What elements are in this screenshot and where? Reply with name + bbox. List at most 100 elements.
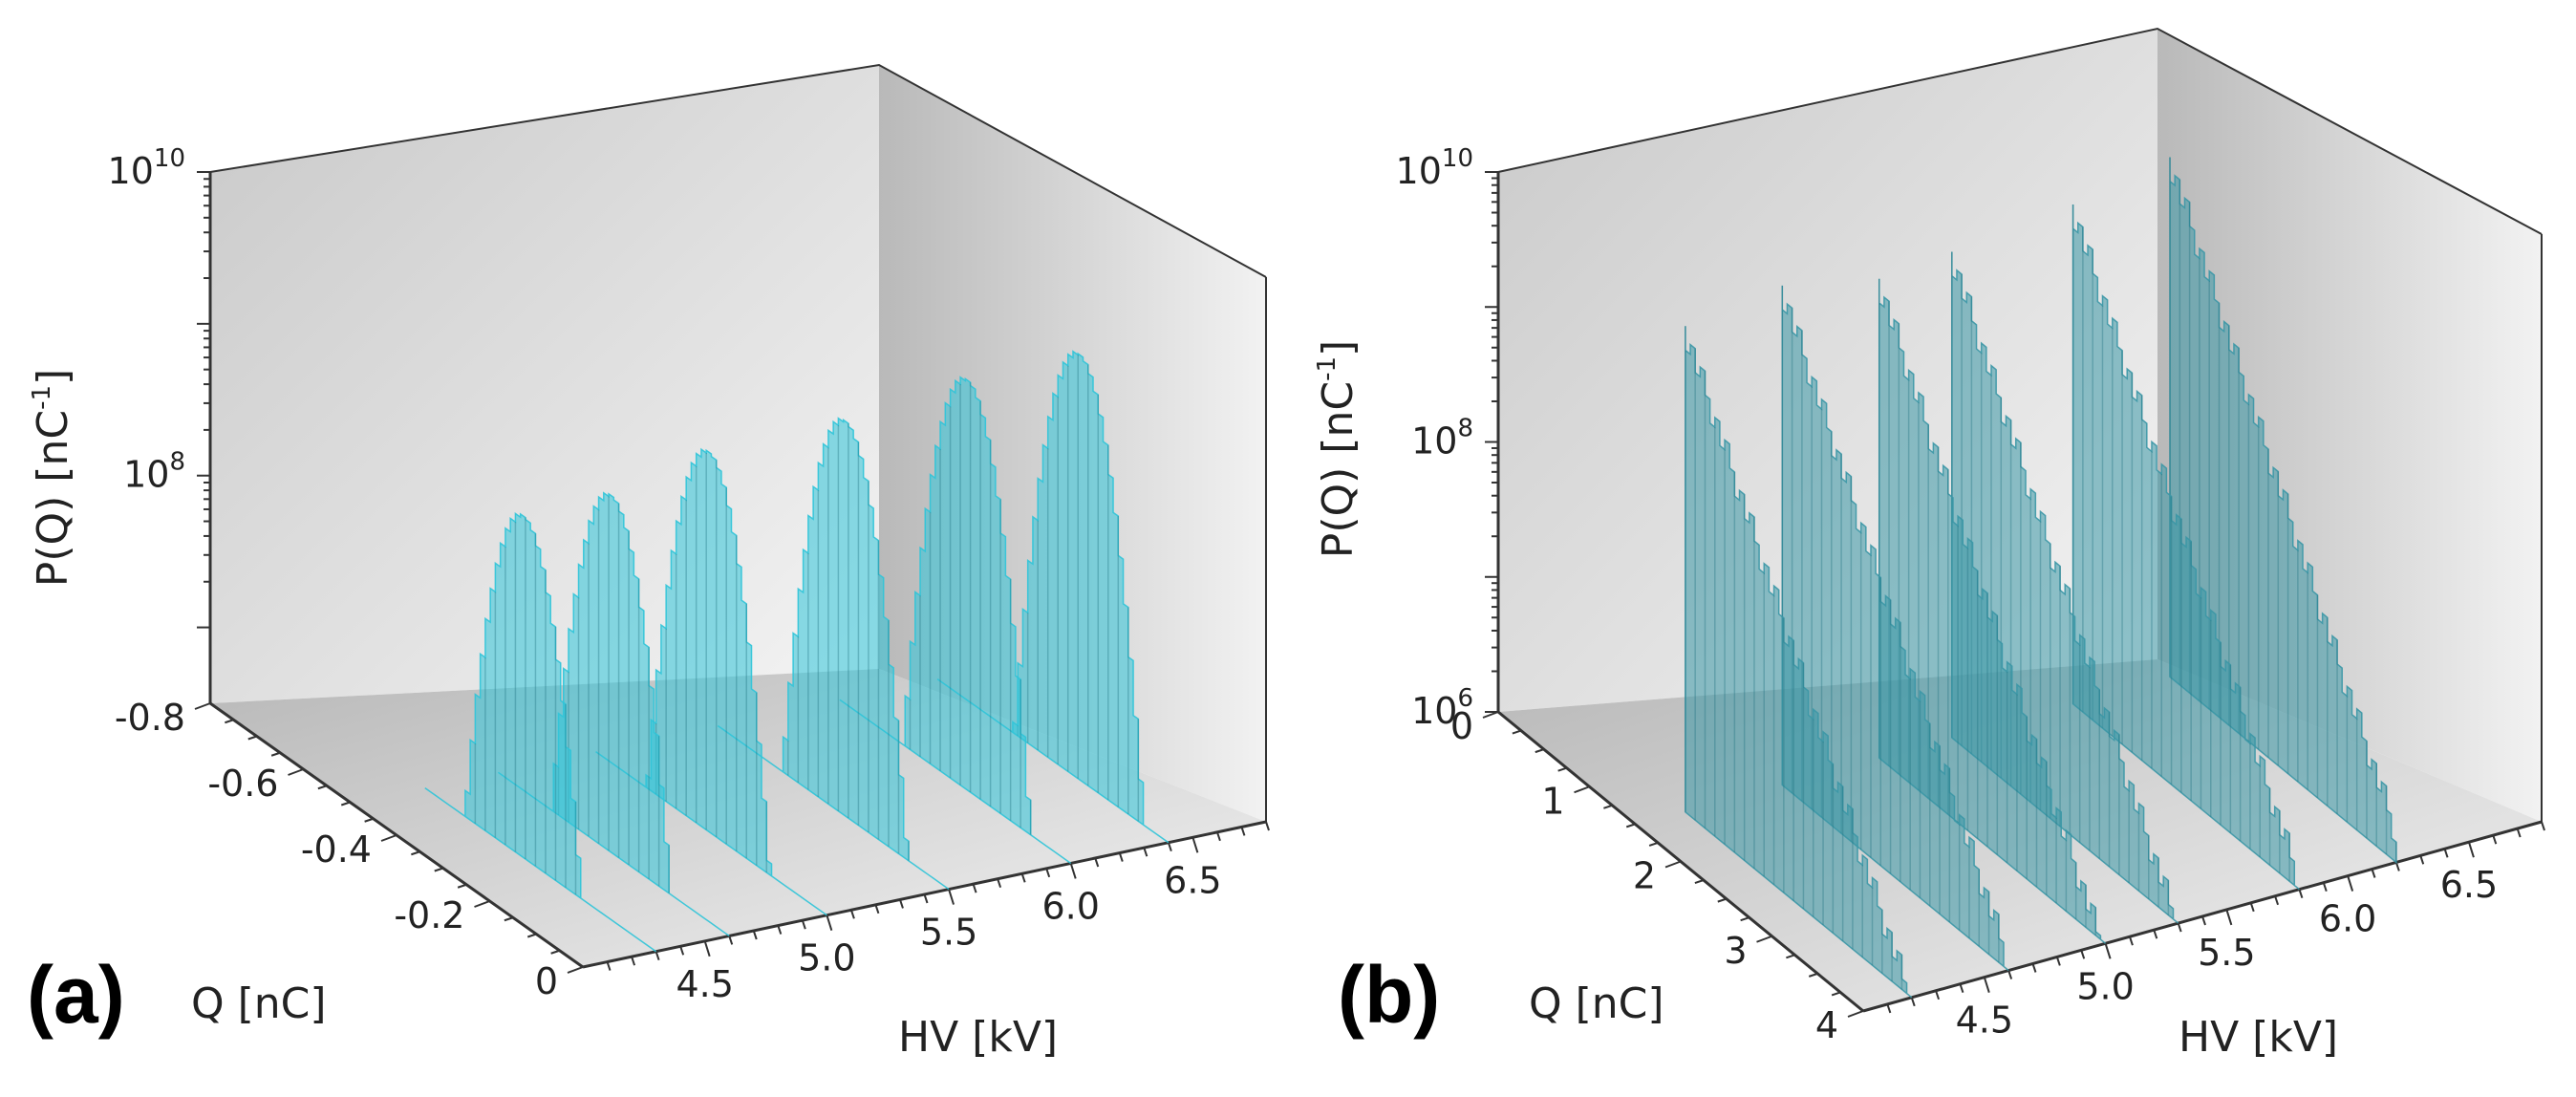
hv-tick bbox=[2225, 909, 2233, 926]
z-tick-label: 1010 bbox=[1396, 144, 1473, 192]
hv-tick bbox=[2541, 821, 2545, 831]
q-tick bbox=[1625, 823, 1636, 828]
hv-tick bbox=[2443, 848, 2449, 858]
hv-tick bbox=[2249, 902, 2255, 913]
hv-tick bbox=[2128, 936, 2134, 946]
hv-tick bbox=[899, 899, 904, 909]
hv-tick bbox=[1167, 842, 1172, 852]
q-tick bbox=[364, 817, 374, 823]
q-tick bbox=[225, 719, 234, 724]
hv-tick-label: 4.5 bbox=[676, 963, 733, 1005]
q-tick bbox=[411, 850, 420, 856]
hv-tick bbox=[2347, 875, 2354, 892]
q-tick bbox=[194, 702, 211, 710]
z-tick-label: 108 bbox=[1411, 415, 1473, 462]
hv-tick bbox=[2394, 862, 2400, 871]
hv-tick-label: 5.5 bbox=[2198, 932, 2255, 974]
hv-tick bbox=[606, 961, 612, 971]
hv-tick bbox=[2104, 942, 2112, 959]
q-tick-label: -0.4 bbox=[301, 828, 372, 871]
q-axis-title: Q [nC] bbox=[1529, 979, 1664, 1028]
q-tick bbox=[1482, 711, 1499, 719]
hv-tick bbox=[2177, 922, 2182, 933]
series-slab bbox=[2072, 204, 2300, 891]
hv-tick-label: 6.5 bbox=[1164, 859, 1221, 901]
q-axis-title: Q [nC] bbox=[191, 979, 327, 1028]
q-tick-label: 4 bbox=[1815, 1004, 1838, 1046]
hv-tick bbox=[2492, 834, 2498, 845]
hv-tick bbox=[1094, 857, 1100, 868]
hv-tick bbox=[1983, 977, 1990, 993]
q-tick bbox=[1808, 972, 1818, 978]
q-tick bbox=[457, 883, 467, 889]
hv-tick bbox=[1215, 831, 1221, 842]
series-slab bbox=[717, 417, 950, 891]
hv-tick bbox=[1191, 836, 1199, 853]
hv-tick bbox=[679, 945, 685, 956]
hv-tick bbox=[2274, 895, 2280, 906]
panel-a-frame bbox=[209, 63, 1267, 278]
series-histogram bbox=[1685, 326, 1913, 999]
hv-tick-label: 6.0 bbox=[1041, 885, 1099, 927]
hv-tick bbox=[2419, 855, 2425, 865]
hv-tick bbox=[703, 940, 711, 957]
q-tick-label: -0.2 bbox=[394, 894, 464, 936]
hv-tick bbox=[2371, 869, 2376, 878]
z-tick-label: 106 bbox=[1411, 684, 1473, 732]
q-tick bbox=[1557, 766, 1567, 772]
q-tick-label: 1 bbox=[1541, 780, 1564, 822]
hv-axis-title: HV [kV] bbox=[2179, 1013, 2338, 1062]
q-tick bbox=[270, 751, 281, 757]
series-slab bbox=[595, 447, 827, 916]
q-tick bbox=[1740, 916, 1750, 922]
panel-b: 106 108 1010 0 1 2 3 4 4.5 5.0 5.5 6.0 6.5 P(Q) [nC-1… bbox=[1313, 27, 2545, 1062]
series-slab bbox=[497, 491, 730, 937]
q-tick bbox=[340, 801, 351, 807]
q-tick bbox=[247, 735, 258, 741]
hv-tick bbox=[826, 914, 833, 932]
q-tick bbox=[1648, 841, 1659, 847]
q-tick bbox=[550, 949, 560, 955]
hv-tick bbox=[997, 878, 1002, 889]
q-tick bbox=[1535, 748, 1545, 754]
hv-tick bbox=[1069, 863, 1077, 879]
hv-tick bbox=[777, 925, 783, 935]
series-histogram bbox=[717, 417, 950, 891]
hv-tick bbox=[655, 951, 660, 961]
hv-tick bbox=[1959, 983, 1964, 994]
hv-tick bbox=[1045, 868, 1051, 878]
hv-tick bbox=[849, 909, 855, 919]
q-tick bbox=[1717, 897, 1728, 903]
q-tick bbox=[288, 768, 304, 776]
q-tick bbox=[380, 834, 397, 842]
hv-tick bbox=[874, 904, 880, 914]
series-slab bbox=[424, 512, 657, 953]
hv-tick-label: 6.0 bbox=[2319, 898, 2376, 940]
panel-a: 108 1010 -0.8 -0.6 -0.4 -0.2 0 4.5 5.0 5.5 6.0 6.5 P… bbox=[27, 63, 1270, 1062]
hv-tick bbox=[972, 883, 977, 893]
q-tick bbox=[1664, 860, 1682, 869]
q-tick-label: 0 bbox=[535, 960, 558, 1002]
hv-tick bbox=[2516, 828, 2522, 838]
hv-tick bbox=[752, 930, 758, 940]
hv-tick bbox=[948, 889, 955, 905]
hv-tick-label: 5.5 bbox=[920, 912, 977, 954]
hv-tick-label: 4.5 bbox=[1956, 1000, 2013, 1042]
hv-tick bbox=[2080, 950, 2086, 959]
hv-tick bbox=[1020, 872, 1026, 883]
hv-tick bbox=[2055, 957, 2061, 966]
q-tick bbox=[1847, 1010, 1864, 1018]
hv-tick bbox=[631, 956, 636, 966]
hv-tick bbox=[2322, 882, 2328, 892]
q-tick bbox=[1786, 954, 1795, 959]
q-tick-label: -0.6 bbox=[207, 763, 278, 805]
hv-tick bbox=[1118, 852, 1124, 862]
q-tick bbox=[504, 916, 514, 922]
q-tick bbox=[526, 933, 537, 938]
hv-tick bbox=[1265, 821, 1270, 831]
q-tick bbox=[1756, 935, 1772, 943]
hv-tick bbox=[2298, 889, 2304, 899]
hv-tick bbox=[2153, 929, 2158, 939]
hv-tick bbox=[2007, 970, 2013, 979]
